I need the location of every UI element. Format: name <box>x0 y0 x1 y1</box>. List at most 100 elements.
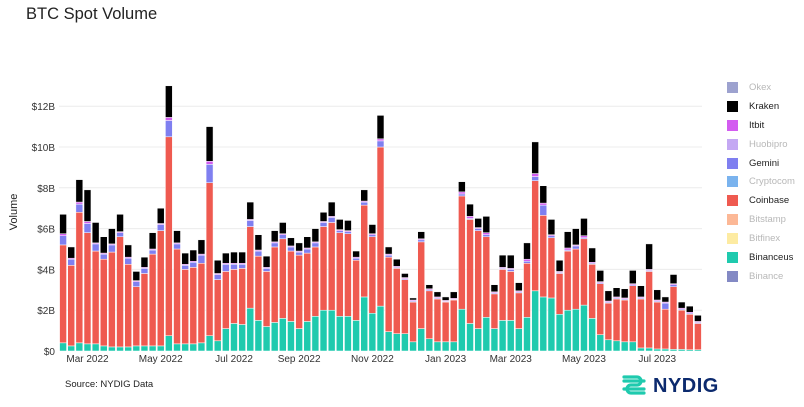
bar-segment-gemini[interactable] <box>59 235 67 246</box>
bar-segment-itbit[interactable] <box>482 232 491 235</box>
bar-segment-itbit[interactable] <box>523 258 531 262</box>
bar-segment-gemini[interactable] <box>539 204 548 216</box>
bar-segment-coinbase[interactable] <box>393 268 401 334</box>
bar-segment-gemini[interactable] <box>165 120 173 138</box>
bar-segment-gemini[interactable] <box>547 235 556 239</box>
bar-segment-coinbase[interactable] <box>59 244 67 344</box>
bar-segment-binanceus[interactable] <box>197 342 206 352</box>
bar-segment-coinbase[interactable] <box>677 309 686 350</box>
bar-segment-kraken[interactable] <box>238 251 246 264</box>
bar-segment-gemini[interactable] <box>287 246 295 252</box>
bar-segment-kraken[interactable] <box>148 232 157 250</box>
bar-segment-kraken[interactable] <box>352 250 360 258</box>
bar-segment-gemini[interactable] <box>230 264 238 270</box>
bar-segment-binanceus[interactable] <box>466 323 474 352</box>
bar-segment-coinbase[interactable] <box>67 265 75 347</box>
bar-segment-kraken[interactable] <box>173 230 181 244</box>
bar-segment-coinbase[interactable] <box>474 230 482 329</box>
bar-segment-kraken[interactable] <box>677 301 686 309</box>
bar-stack[interactable] <box>686 305 694 352</box>
bar-segment-kraken[interactable] <box>124 244 132 258</box>
bar-segment-gemini[interactable] <box>132 281 141 287</box>
bar-segment-coinbase[interactable] <box>572 248 580 310</box>
bar-stack[interactable] <box>100 236 108 352</box>
bar-stack[interactable] <box>344 220 352 352</box>
bar-segment-kraken[interactable] <box>197 239 206 255</box>
bar-segment-coinbase[interactable] <box>116 236 124 348</box>
bar-segment-kraken[interactable] <box>580 218 588 236</box>
bar-segment-kraken[interactable] <box>270 230 279 243</box>
bar-segment-coinbase[interactable] <box>327 222 336 311</box>
bar-stack[interactable] <box>189 249 198 352</box>
bar-segment-coinbase[interactable] <box>360 204 368 298</box>
bar-segment-gemini[interactable] <box>116 232 124 238</box>
bar-stack[interactable] <box>67 246 75 352</box>
bar-segment-binanceus[interactable] <box>295 328 303 352</box>
bar-segment-kraken[interactable] <box>287 237 295 247</box>
bar-segment-gemini[interactable] <box>572 245 580 250</box>
bar-segment-gemini[interactable] <box>67 258 75 266</box>
bar-segment-binanceus[interactable] <box>246 307 254 352</box>
bar-stack[interactable] <box>181 252 189 352</box>
bar-segment-gemini[interactable] <box>100 253 108 260</box>
bar-segment-kraken[interactable] <box>336 219 344 230</box>
bar-stack[interactable] <box>637 285 645 352</box>
bar-segment-coinbase[interactable] <box>604 302 613 341</box>
bar-segment-binanceus[interactable] <box>189 343 198 352</box>
bar-segment-binanceus[interactable] <box>327 309 336 352</box>
bar-stack[interactable] <box>433 291 442 352</box>
bar-segment-gemini[interactable] <box>507 269 515 272</box>
bar-segment-kraken[interactable] <box>295 242 303 252</box>
bar-stack[interactable] <box>694 315 702 352</box>
bar-segment-coinbase[interactable] <box>189 267 198 345</box>
bar-segment-coinbase[interactable] <box>197 263 206 344</box>
bar-segment-gemini[interactable] <box>157 224 165 231</box>
bar-stack[interactable] <box>140 256 149 352</box>
bar-segment-kraken[interactable] <box>572 228 580 246</box>
bar-segment-gemini[interactable] <box>238 264 246 269</box>
legend-item-coinbase[interactable]: Coinbase <box>727 191 795 210</box>
bar-segment-coinbase[interactable] <box>344 233 352 317</box>
bar-segment-gemini[interactable] <box>75 203 84 213</box>
bar-segment-gemini[interactable] <box>222 264 230 272</box>
bar-stack[interactable] <box>588 247 596 352</box>
bar-segment-coinbase[interactable] <box>91 250 100 345</box>
bar-segment-coinbase[interactable] <box>165 136 173 336</box>
bar-segment-kraken[interactable] <box>588 247 596 263</box>
bar-stack[interactable] <box>629 270 637 352</box>
bar-segment-coinbase[interactable] <box>83 232 92 345</box>
bar-segment-gemini[interactable] <box>173 243 181 250</box>
bar-segment-gemini[interactable] <box>246 220 254 227</box>
bar-segment-binanceus[interactable] <box>254 320 263 352</box>
bar-stack[interactable] <box>311 228 320 352</box>
bar-segment-binanceus[interactable] <box>376 305 385 352</box>
bar-segment-coinbase[interactable] <box>645 271 653 349</box>
bar-segment-kraken[interactable] <box>230 251 238 264</box>
bar-segment-binanceus[interactable] <box>311 316 320 352</box>
bar-segment-kraken[interactable] <box>653 289 661 301</box>
bar-segment-coinbase[interactable] <box>279 238 287 319</box>
bar-segment-binanceus[interactable] <box>67 345 75 352</box>
bar-segment-binanceus[interactable] <box>181 343 189 352</box>
legend-item-gemini[interactable]: Gemini <box>727 154 795 173</box>
bar-segment-coinbase[interactable] <box>75 212 84 344</box>
bar-segment-kraken[interactable] <box>67 246 75 259</box>
bar-segment-gemini[interactable] <box>262 268 271 272</box>
bar-segment-binanceus[interactable] <box>108 346 116 352</box>
bar-stack[interactable] <box>238 251 246 352</box>
bar-segment-kraken[interactable] <box>669 274 678 284</box>
bar-segment-kraken[interactable] <box>165 85 173 118</box>
bar-segment-coinbase[interactable] <box>368 236 377 314</box>
bar-segment-coinbase[interactable] <box>132 286 141 347</box>
bar-stack[interactable] <box>384 246 393 352</box>
bar-stack[interactable] <box>336 219 344 352</box>
legend-item-binanceus[interactable]: Binanceus <box>727 248 795 267</box>
bar-segment-coinbase[interactable] <box>433 298 442 343</box>
bar-segment-coinbase[interactable] <box>124 264 132 348</box>
bar-segment-coinbase[interactable] <box>140 273 149 347</box>
bar-segment-binanceus[interactable] <box>629 341 637 352</box>
bar-segment-binanceus[interactable] <box>393 333 401 352</box>
bar-segment-kraken[interactable] <box>425 284 434 290</box>
bar-segment-coinbase[interactable] <box>482 236 491 318</box>
bar-segment-binanceus[interactable] <box>352 320 360 352</box>
